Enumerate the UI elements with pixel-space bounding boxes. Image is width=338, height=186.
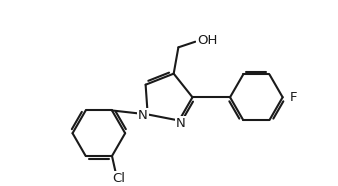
- Text: F: F: [290, 91, 298, 104]
- Text: Cl: Cl: [112, 172, 125, 185]
- Text: N: N: [138, 109, 148, 122]
- Text: OH: OH: [197, 34, 218, 47]
- Text: N: N: [176, 117, 186, 130]
